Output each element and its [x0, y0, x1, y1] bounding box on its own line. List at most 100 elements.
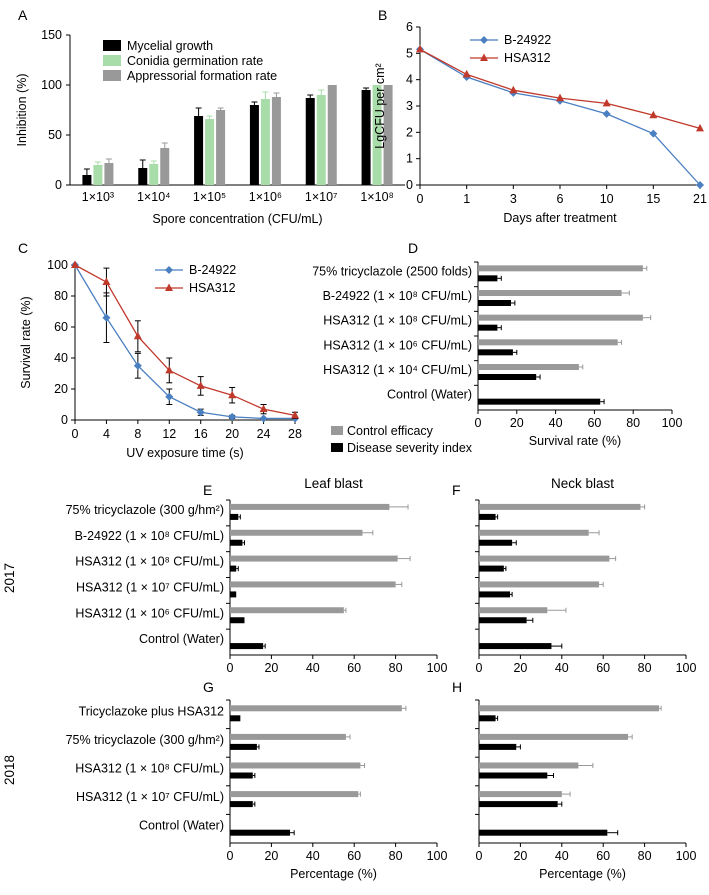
- bar: [479, 791, 562, 798]
- x-tick-label: 100: [427, 661, 448, 675]
- bar: [479, 733, 629, 740]
- legend-marker: [165, 283, 173, 291]
- x-tick-label: 60: [596, 849, 610, 863]
- shared-legend: Control efficacy Disease severity index: [331, 424, 473, 455]
- data-point: [228, 390, 237, 399]
- x-axis-label: UV exposure time (s): [126, 446, 243, 460]
- bar: [479, 607, 548, 614]
- bar: [230, 607, 344, 614]
- bar: [479, 529, 589, 536]
- bar: [230, 617, 245, 624]
- y-axis-label: Survival rate (%): [19, 296, 33, 388]
- category-label: HSA312 (1 × 10⁷ CFU/mL): [76, 790, 224, 804]
- bar: [316, 95, 326, 185]
- category-label: Control (Water): [387, 388, 472, 402]
- x-tick-label: 21: [693, 192, 707, 206]
- y-tick-label: 4: [406, 73, 413, 87]
- category-label: 75% tricyclazole (2500 folds): [312, 264, 472, 278]
- bar: [479, 643, 552, 650]
- x-tick-label: 0: [475, 416, 482, 430]
- x-axis-label: Spore concentration (CFU/mL): [152, 212, 322, 226]
- bar: [230, 801, 253, 808]
- x-tick-label: 0: [227, 849, 234, 863]
- bar: [479, 772, 548, 779]
- data-point: [462, 69, 471, 78]
- x-tick-label: 100: [676, 849, 697, 863]
- panel-F-neck-blast-2017: F Neck blast 0 20 40 60 80 100: [452, 476, 696, 675]
- bar: [479, 565, 504, 572]
- bar: [479, 555, 610, 562]
- x-tick-label: 1×10³: [82, 190, 114, 204]
- bar: [138, 168, 148, 185]
- category-label: B-24922 (1 × 10⁸ CFU/mL): [75, 529, 224, 543]
- legend-marker: [165, 266, 173, 274]
- bar: [230, 513, 239, 520]
- bar: [479, 829, 608, 836]
- x-tick-label: 1×10⁶: [249, 190, 282, 204]
- bar: [230, 565, 237, 572]
- x-tick-label: 40: [306, 849, 320, 863]
- y-tick-label: 40: [54, 351, 68, 365]
- x-tick-label: 1×10⁸: [360, 190, 393, 204]
- bar: [149, 164, 159, 185]
- y-tick-label: 0: [55, 178, 62, 192]
- legend-swatch: [103, 70, 121, 81]
- y-tick-label: 5: [406, 46, 413, 60]
- bar: [230, 591, 237, 598]
- x-tick-label: 24: [257, 427, 271, 441]
- x-tick-label: 80: [389, 661, 403, 675]
- bar: [479, 715, 496, 722]
- x-tick-label: 0: [476, 661, 483, 675]
- panel-G-leaf-blast-2018: G 0 20 40 60 80 100 Percentage (%) Tricyclazoke …: [66, 679, 448, 881]
- x-tick-label: 60: [596, 661, 610, 675]
- legend-label: B-24922: [504, 33, 551, 47]
- y-tick-label: 80: [54, 289, 68, 303]
- data-point: [228, 412, 237, 421]
- panel-letter: H: [452, 679, 462, 695]
- y-tick-label: 1: [406, 152, 413, 166]
- bar: [478, 265, 643, 272]
- bar: [230, 555, 398, 562]
- bar: [230, 772, 253, 779]
- x-tick-label: 40: [306, 661, 320, 675]
- data-point: [696, 123, 704, 132]
- category-label: Tricyclazoke plus HSA312: [79, 704, 224, 718]
- panel-letter: A: [18, 7, 28, 23]
- x-tick-label: 0: [417, 192, 424, 206]
- panel-title: Neck blast: [551, 476, 614, 491]
- x-tick-label: 80: [389, 849, 403, 863]
- year-labels: 2017 2018: [2, 563, 17, 785]
- y-axis-label: LgCFU per cm²: [373, 63, 387, 148]
- data-point: [196, 408, 205, 417]
- panel-C-survival-line-chart: C 0 20 40 60 80 100 0 4 8 12 16 20 24 28 UV exposure ti…: [18, 240, 302, 460]
- bar: [230, 539, 243, 546]
- x-tick-label: 1×10⁵: [193, 190, 226, 204]
- x-tick-label: 20: [513, 661, 527, 675]
- x-tick-label: 0: [227, 661, 234, 675]
- legend-swatch: [331, 443, 343, 452]
- bar: [230, 705, 402, 712]
- category-label: Control (Water): [139, 632, 224, 646]
- bar: [93, 165, 103, 185]
- bar: [479, 503, 641, 510]
- series-line: [74, 264, 296, 416]
- data-point: [133, 361, 142, 370]
- panel-D-survival-hbar-chart: D 0 20 40 60 80 100 Survival rate (%) 75% tricyc…: [312, 240, 682, 448]
- legend-label: Mycelial growth: [127, 39, 213, 53]
- panel-letter: G: [203, 679, 214, 695]
- x-tick-label: 100: [662, 416, 683, 430]
- x-tick-label: 20: [225, 427, 239, 441]
- x-axis-label: Percentage (%): [290, 867, 377, 881]
- data-point: [649, 129, 658, 138]
- panel-E-leaf-blast-2017: E Leaf blast 0 20 40 60 80 100 75% tricyclazole …: [66, 476, 448, 675]
- data-point: [102, 277, 111, 286]
- bar: [230, 529, 363, 536]
- y-tick-label: 2: [406, 125, 413, 139]
- bar: [479, 743, 517, 750]
- x-tick-label: 100: [427, 849, 448, 863]
- panel-letter: E: [203, 482, 212, 498]
- category-label: HSA312 (1 × 10⁶ CFU/mL): [323, 338, 472, 352]
- y-tick-label: 60: [54, 320, 68, 334]
- series-line: [74, 264, 295, 420]
